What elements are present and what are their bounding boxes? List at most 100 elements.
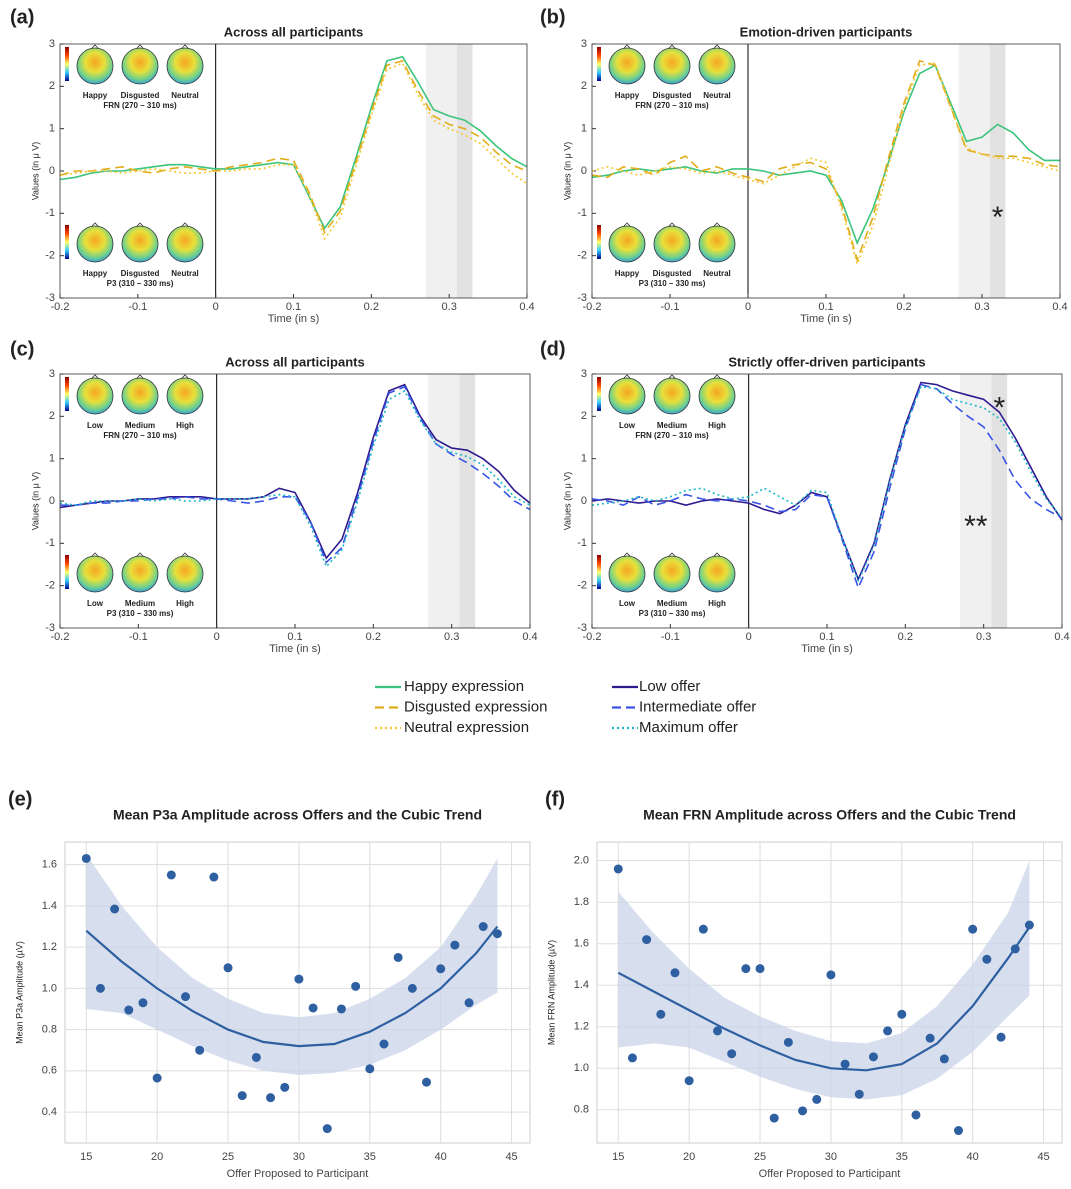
- x-tick-label: 15: [80, 1151, 92, 1163]
- y-tick-label: -3: [577, 622, 587, 634]
- nose: [668, 44, 676, 49]
- y-tick-label: 0.8: [42, 1024, 57, 1036]
- scalp-label: Neutral: [703, 91, 731, 100]
- nose: [136, 552, 144, 557]
- nose: [668, 374, 676, 379]
- x-tick-label: 0.2: [366, 631, 381, 643]
- scalp-map: [698, 555, 736, 593]
- data-point: [968, 924, 978, 934]
- data-point: [939, 1054, 949, 1064]
- nose: [713, 44, 721, 49]
- y-axis-label: Mean FRN Amplitude (µV): [546, 940, 556, 1045]
- data-point: [925, 1033, 935, 1043]
- trend-line: [617, 926, 1031, 1072]
- scalp-map: [653, 555, 691, 593]
- data-point: [854, 1089, 864, 1099]
- scalp-label: Happy: [615, 269, 640, 278]
- x-tick-label: 25: [754, 1151, 766, 1163]
- scalp-label: Disgusted: [653, 269, 692, 278]
- scalp-caption: FRN (270 – 310 ms): [635, 431, 709, 440]
- scalp-label: Medium: [125, 421, 155, 430]
- x-tick-label: -0.2: [583, 631, 602, 643]
- nose: [136, 374, 144, 379]
- scalp-label: High: [708, 599, 726, 608]
- axes-frame: [59, 373, 531, 629]
- y-tick-label: 3: [49, 368, 55, 380]
- y-tick-label: 0: [581, 495, 587, 507]
- y-tick-label: -3: [577, 292, 587, 304]
- y-tick-label: 1.0: [574, 1062, 589, 1074]
- x-tick-label: 0: [745, 301, 751, 313]
- data-point: [365, 1064, 375, 1074]
- erp-line: [591, 59, 1061, 263]
- data-point: [450, 940, 460, 950]
- y-tick-label: 2: [581, 80, 587, 92]
- data-point: [95, 983, 105, 993]
- scalp-map: [653, 225, 691, 263]
- y-tick-label: 2.0: [574, 855, 589, 867]
- erp-line: [59, 383, 531, 560]
- significance: *: [992, 201, 1004, 234]
- scalp-label: Neutral: [703, 269, 731, 278]
- x-tick-label: 0.2: [896, 301, 911, 313]
- y-tick-label: 1.0: [42, 982, 57, 994]
- scalp-map: [608, 377, 646, 415]
- data-point: [436, 964, 446, 974]
- y-tick-label: -1: [577, 207, 587, 219]
- colorbar: [597, 225, 601, 259]
- data-point: [166, 870, 176, 880]
- y-tick-label: -2: [577, 580, 587, 592]
- shaded-window: [456, 44, 473, 298]
- nose: [136, 222, 144, 227]
- x-tick-label: 0.3: [976, 631, 991, 643]
- y-tick-label: -2: [45, 250, 55, 262]
- chart-title: Mean P3a Amplitude across Offers and the…: [113, 807, 482, 823]
- y-tick-label: 0.8: [574, 1104, 589, 1116]
- scalp-label: High: [708, 421, 726, 430]
- data-point: [195, 1045, 205, 1055]
- erp-line: [591, 385, 1063, 584]
- data-point: [684, 1076, 694, 1086]
- x-tick-label: 35: [364, 1151, 376, 1163]
- y-tick-label: -3: [45, 622, 55, 634]
- data-point: [996, 1032, 1006, 1042]
- y-tick-label: 2: [49, 410, 55, 422]
- x-tick-label: 0.3: [974, 301, 989, 313]
- data-point: [492, 929, 502, 939]
- y-tick-label: 1.6: [42, 859, 57, 871]
- nose: [91, 552, 99, 557]
- scalp-map: [166, 555, 204, 593]
- scalp-caption: P3 (310 – 330 ms): [639, 609, 706, 618]
- scalp-map: [698, 225, 736, 263]
- scalp-label: Disgusted: [121, 269, 160, 278]
- x-tick-label: 20: [683, 1151, 695, 1163]
- x-tick-label: 15: [612, 1151, 624, 1163]
- x-tick-label: 0.3: [444, 631, 459, 643]
- nose: [181, 44, 189, 49]
- colorbar: [597, 47, 601, 81]
- data-point: [393, 952, 403, 962]
- data-point: [308, 1003, 318, 1013]
- x-tick-label: -0.1: [661, 301, 680, 313]
- x-tick-label: -0.2: [51, 631, 70, 643]
- data-point: [840, 1059, 850, 1069]
- nose: [713, 374, 721, 379]
- scalp-caption: P3 (310 – 330 ms): [107, 279, 174, 288]
- scalp-map: [121, 47, 159, 85]
- x-axis-label: Time (in s): [801, 643, 853, 655]
- panel-label: (e): [8, 788, 32, 810]
- scalp-caption: FRN (270 – 310 ms): [103, 431, 177, 440]
- scalp-caption: P3 (310 – 330 ms): [639, 279, 706, 288]
- x-axis-label: Offer Proposed to Participant: [227, 1168, 369, 1180]
- erp-line: [60, 385, 531, 564]
- nose: [623, 374, 631, 379]
- x-tick-label: 40: [967, 1151, 979, 1163]
- erp-line: [591, 62, 1061, 267]
- y-tick-label: -2: [45, 580, 55, 592]
- x-tick-label: 40: [435, 1151, 447, 1163]
- scalp-label: Disgusted: [121, 91, 160, 100]
- y-tick-label: 2: [581, 410, 587, 422]
- x-tick-label: 0.4: [1054, 631, 1069, 643]
- data-point: [110, 904, 120, 914]
